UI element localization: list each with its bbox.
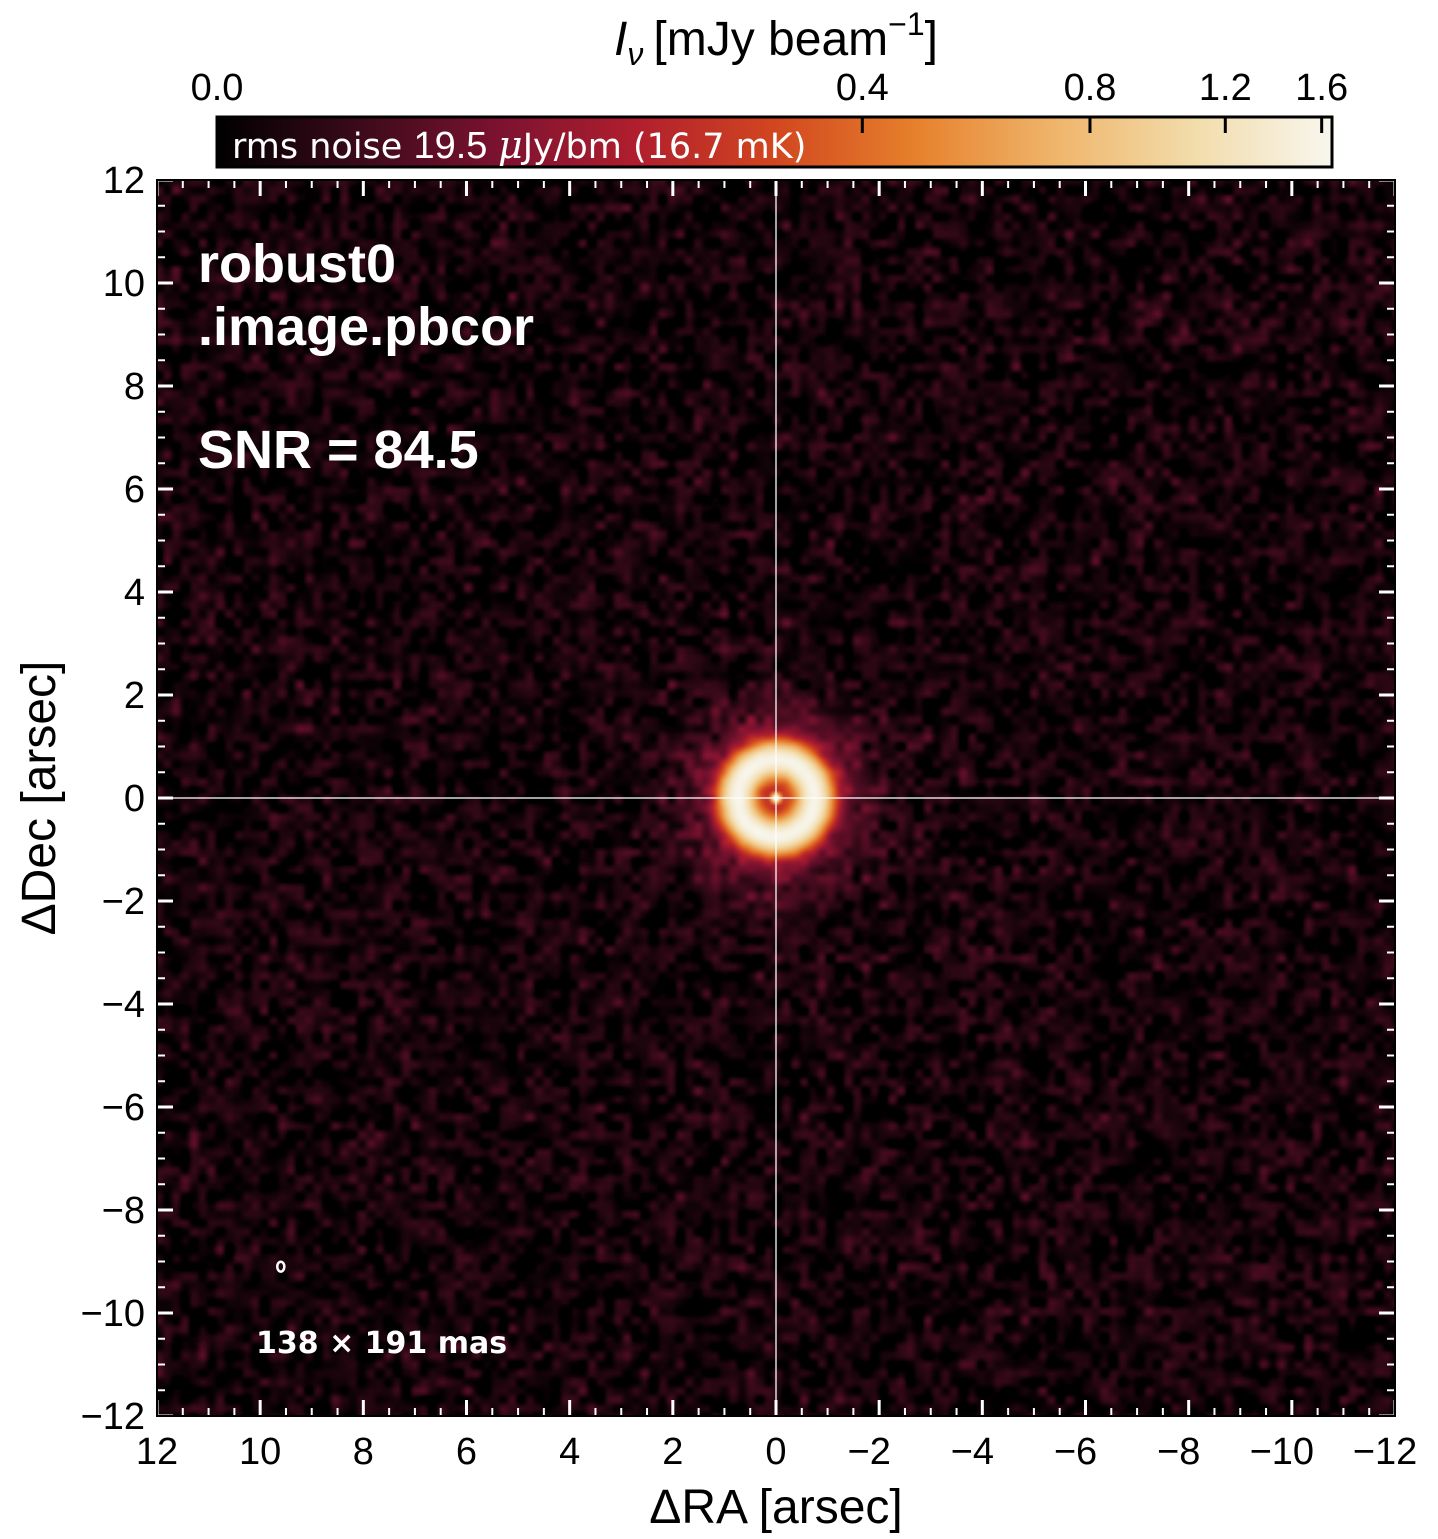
x-tick-label: 10 [239, 1431, 281, 1473]
rms-noise-mu: μ [498, 123, 523, 167]
rms-noise-label: rms noise 19.5 μJy/bm (16.7 mK) [232, 123, 806, 167]
y-tick-label: 2 [124, 675, 145, 717]
y-tick-label: 12 [103, 160, 145, 202]
colorbar-tick-label: 0.0 [191, 67, 244, 109]
colorbar-title-exponent: −1 [888, 6, 924, 42]
snr-label: SNR = 84.5 [198, 420, 479, 480]
colorbar-tick-labels: 0.0 0.4 0.8 1.2 1.6 [191, 67, 1349, 109]
image-name-line1: robust0 [198, 234, 396, 294]
x-tick-label: −8 [1157, 1431, 1200, 1473]
colorbar-title-units: [mJy beam [653, 13, 888, 66]
y-tick-label: 6 [124, 469, 145, 511]
x-tick-label: 2 [662, 1431, 683, 1473]
minor-ticks [157, 180, 1395, 1416]
x-tick-label: 0 [765, 1431, 786, 1473]
x-tick-label: −10 [1250, 1431, 1314, 1473]
x-tick-label: 12 [136, 1431, 178, 1473]
y-tick-label: −4 [102, 984, 145, 1026]
beam-ellipse [275, 1260, 286, 1273]
colorbar: rms noise 19.5 μJy/bm (16.7 mK) [215, 115, 1334, 169]
x-axis-label: ΔRA [arsec] [649, 1481, 902, 1534]
x-tick-label: −12 [1353, 1431, 1417, 1473]
colorbar-tick-label: 0.4 [836, 67, 889, 109]
colorbar-tick-label: 1.6 [1295, 67, 1348, 109]
colorbar-tick-label: 1.2 [1199, 67, 1252, 109]
y-tick-label: 0 [124, 778, 145, 820]
x-tick-label: −4 [951, 1431, 994, 1473]
colorbar-title: Iν [mJy beam−1] [614, 6, 938, 72]
panel-frame [156, 179, 1396, 1417]
y-tick-label: −10 [81, 1293, 145, 1335]
colorbar-tick-label: 0.8 [1064, 67, 1117, 109]
major-ticks [155, 178, 1397, 1418]
x-tick-label: −6 [1054, 1431, 1097, 1473]
rms-noise-suffix: Jy/bm (16.7 mK) [521, 127, 807, 167]
colorbar-fill [217, 117, 1332, 167]
y-tick-label: 8 [124, 366, 145, 408]
colorbar-title-subscript: ν [627, 36, 643, 72]
y-tick-label: −6 [102, 1087, 145, 1129]
y-axis-label: ΔDec [arsec] [13, 661, 66, 936]
y-tick-label: 10 [103, 263, 145, 305]
x-tick-labels: 12 10 8 6 4 2 0 −2 −4 −6 −8 −10 −12 [136, 1431, 1417, 1473]
x-tick-label: 4 [559, 1431, 580, 1473]
y-tick-label: −8 [102, 1190, 145, 1232]
y-tick-labels: 12 10 8 6 4 2 0 −2 −4 −6 −8 −10 −12 [81, 160, 145, 1438]
colorbar-title-symbol: I [614, 13, 627, 66]
rms-noise-value: 19.5 [413, 125, 498, 167]
beam-size-label: 138 × 191 mas [256, 1326, 507, 1361]
colorbar-ticks [860, 117, 1324, 133]
colorbar-frame [215, 115, 1334, 169]
x-tick-label: 6 [456, 1431, 477, 1473]
y-tick-label: 4 [124, 572, 145, 614]
colorbar-title-close: ] [925, 13, 938, 66]
image-panel: robust0 .image.pbcor SNR = 84.5 138 × 19… [155, 178, 1397, 1418]
y-tick-label: −2 [102, 881, 145, 923]
x-tick-label: 8 [353, 1431, 374, 1473]
image-name-line2: .image.pbcor [198, 297, 534, 357]
x-tick-label: −2 [848, 1431, 891, 1473]
y-tick-label: −12 [81, 1396, 145, 1438]
rms-noise-prefix: rms noise [232, 127, 413, 167]
